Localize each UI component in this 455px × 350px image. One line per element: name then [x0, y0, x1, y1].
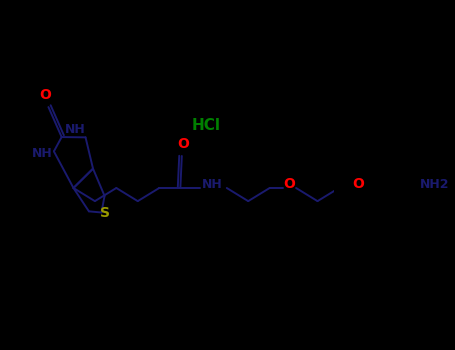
Text: NH: NH: [32, 147, 52, 160]
Text: HCl: HCl: [191, 118, 220, 133]
Text: NH: NH: [202, 177, 222, 190]
Text: O: O: [177, 137, 189, 151]
Text: O: O: [283, 177, 295, 191]
Text: O: O: [40, 88, 51, 102]
Text: O: O: [352, 177, 364, 191]
Text: NH2: NH2: [420, 177, 450, 190]
Text: NH: NH: [65, 123, 86, 136]
Text: S: S: [100, 206, 110, 220]
